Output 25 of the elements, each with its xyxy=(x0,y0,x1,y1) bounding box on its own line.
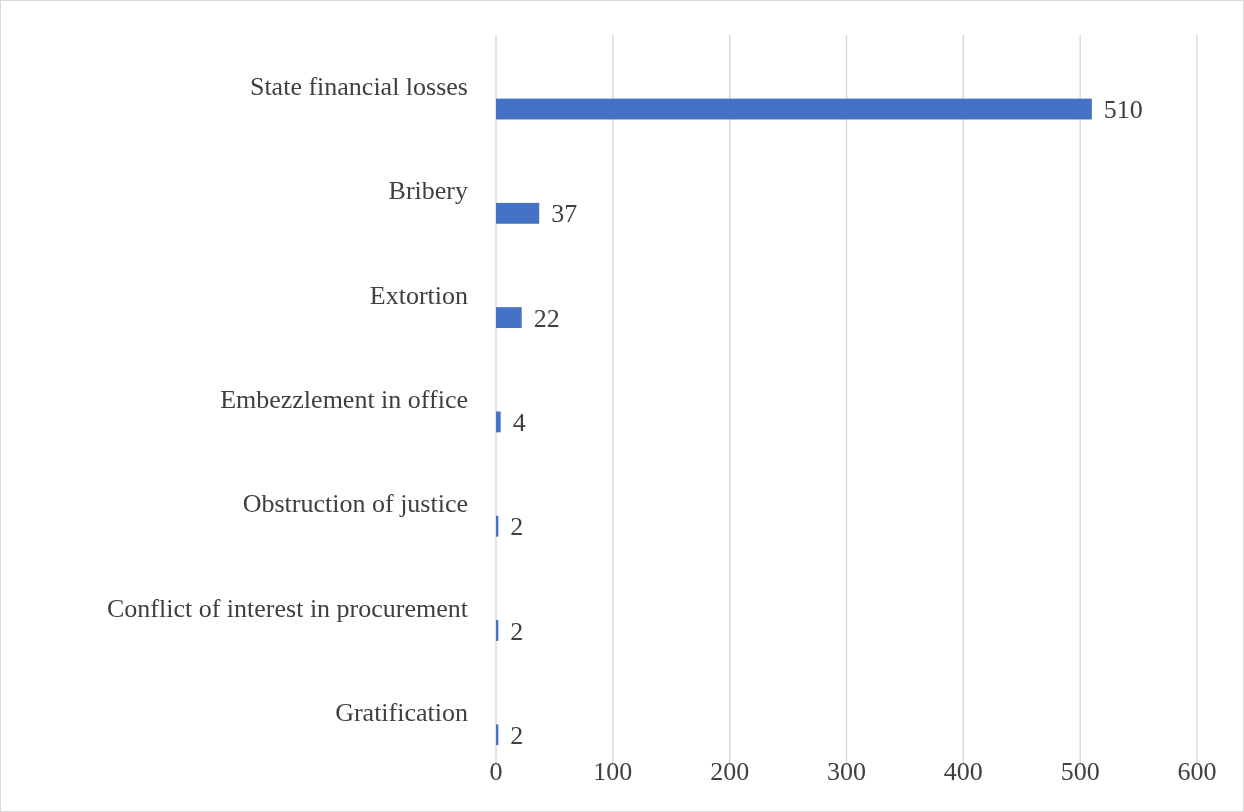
x-tick-label: 100 xyxy=(593,757,633,786)
y-tick-label: Conflict of interest in procurement xyxy=(106,593,469,623)
data-label: 2 xyxy=(510,512,524,542)
x-tick-label: 500 xyxy=(1060,757,1100,786)
data-label: 37 xyxy=(551,199,578,229)
bar xyxy=(496,98,1092,120)
data-label: 2 xyxy=(510,720,524,750)
bar xyxy=(496,307,522,329)
y-tick-label: Embezzlement in office xyxy=(220,385,468,415)
y-tick-label: Obstruction of justice xyxy=(242,489,468,519)
bar xyxy=(496,202,540,224)
y-tick-label: Extortion xyxy=(369,280,468,310)
x-tick-label: 600 xyxy=(1177,757,1217,786)
data-label: 4 xyxy=(512,408,526,437)
data-label: 2 xyxy=(510,616,524,646)
x-tick-label: 200 xyxy=(710,757,750,786)
data-label: 22 xyxy=(533,303,560,333)
x-tick-label: 300 xyxy=(827,757,866,786)
x-tick-label: 400 xyxy=(943,757,983,786)
y-tick-label: Gratification xyxy=(335,697,468,727)
bar xyxy=(496,411,501,433)
y-tick-label: State financial losses xyxy=(249,72,468,102)
x-tick-label: 0 xyxy=(489,757,503,786)
y-tick-label: Bribery xyxy=(388,176,468,206)
data-label: 510 xyxy=(1103,95,1143,125)
